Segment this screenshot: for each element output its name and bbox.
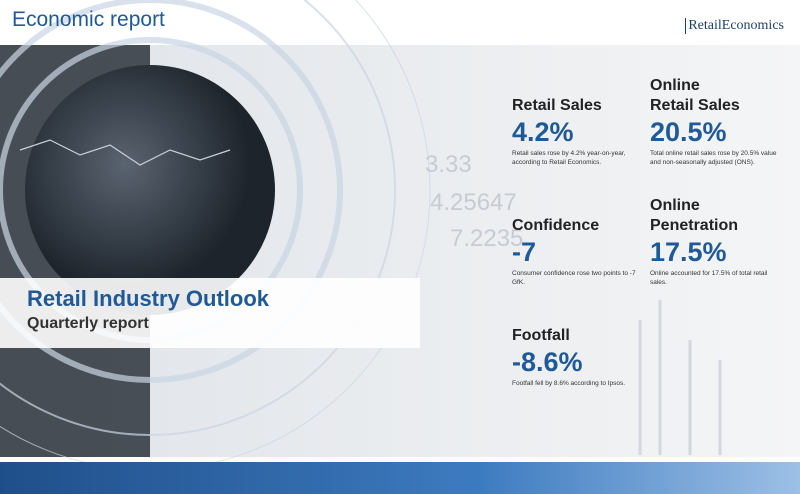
kpi-description: Online accounted for 17.5% of total reta… <box>650 270 768 286</box>
kpi-value: 20.5% <box>650 117 727 147</box>
kpi-description: Retail sales rose by 4.2% year-on-year, … <box>512 150 626 166</box>
kpi-label: Online Retail Sales <box>650 77 740 114</box>
kpi-label: Footfall <box>512 327 570 344</box>
cover-title: Retail Industry Outlook <box>27 286 270 311</box>
kpi: Online Penetration 17.5% Online accounted … <box>650 196 782 287</box>
kpi-label: Confidence <box>512 217 600 234</box>
kpi-description: Footfall fell by 8.6% according to Ipsos… <box>512 380 626 387</box>
svg-text:3.33: 3.33 <box>425 151 472 178</box>
kpi-description: Consumer confidence rose two points to -… <box>512 270 636 286</box>
kpi-value: 4.2% <box>512 117 574 147</box>
kpi: Footfall -8.6% Footfall fell by 8.6% accor… <box>512 326 644 389</box>
logo: RetailEconomics <box>685 18 784 34</box>
svg-text:4.25647: 4.25647 <box>430 189 517 216</box>
kpi-value: -7 <box>512 237 537 267</box>
kpi: Retail Sales 4.2% Retail sales rose by 4.2… <box>512 96 644 167</box>
kpi-value: -8.6% <box>512 347 583 377</box>
kpi-label: Online Penetration <box>650 197 739 234</box>
kpi-value: 17.5% <box>650 237 727 267</box>
header-title: Economic report <box>12 8 165 31</box>
kpi: Online Retail Sales 20.5% Total online ret… <box>650 76 782 167</box>
kpi: Confidence -7 Consumer confidence rose two… <box>512 216 644 287</box>
svg-text:7.2235: 7.2235 <box>450 225 523 252</box>
kpi-description: Total online retail sales rose by 20.5% … <box>650 150 777 166</box>
title-band <box>0 278 420 348</box>
cover-subtitle: Quarterly report <box>27 315 149 332</box>
kpi-label: Retail Sales <box>512 97 602 114</box>
